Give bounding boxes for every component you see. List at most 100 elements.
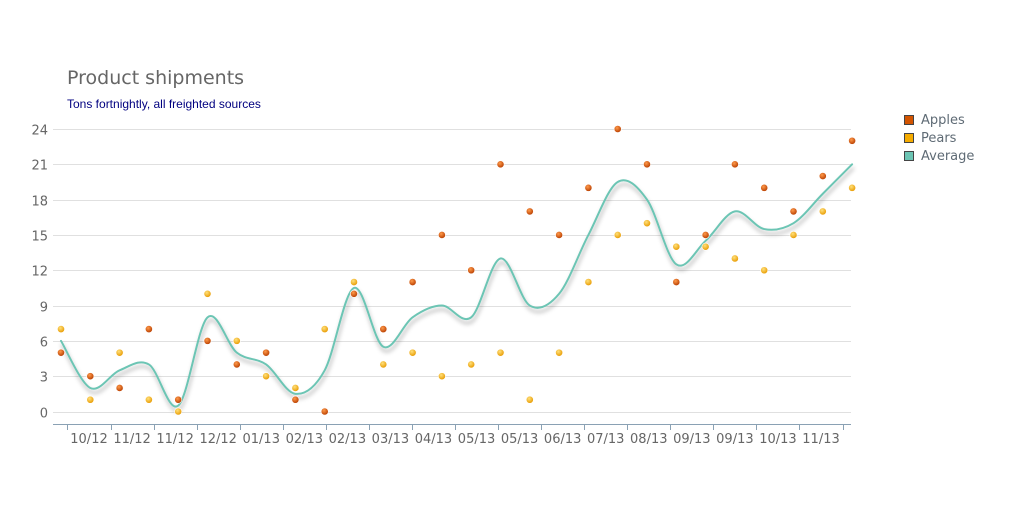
x-tick-label: 11/12 xyxy=(113,432,150,447)
apples-point[interactable] xyxy=(731,160,739,169)
x-tick-label: 09/13 xyxy=(716,432,753,447)
pears-point[interactable] xyxy=(525,395,534,404)
x-tick-label: 11/12 xyxy=(156,432,193,447)
pears-point[interactable] xyxy=(672,242,681,251)
apples-point[interactable] xyxy=(379,325,388,334)
apples-point[interactable] xyxy=(350,289,358,298)
pears-point[interactable] xyxy=(555,348,563,357)
apples-point[interactable] xyxy=(818,172,827,180)
x-tick-label: 12/12 xyxy=(199,432,236,447)
x-axis-ticks: 10/12 11/12 11/12 12/12 01/13 02/13 02/13 03/13… xyxy=(67,424,844,447)
legend-swatch-apples xyxy=(904,115,914,125)
pears-point[interactable] xyxy=(350,278,358,286)
legend-swatch-pears xyxy=(904,133,914,143)
y-tick-label: 6 xyxy=(40,336,48,351)
x-tick-label: 09/13 xyxy=(673,432,710,447)
x-tick-label: 04/13 xyxy=(415,432,452,447)
pears-point[interactable] xyxy=(203,289,212,298)
apples-point[interactable] xyxy=(613,125,622,133)
grid-lines xyxy=(53,129,851,413)
chart-title: Product shipments xyxy=(67,67,245,89)
apples-point[interactable] xyxy=(496,160,505,169)
apples-point[interactable] xyxy=(115,384,124,392)
legend-item-average[interactable]: Average xyxy=(904,147,974,165)
legend: Apples Pears Average xyxy=(904,111,974,165)
legend-item-pears[interactable]: Pears xyxy=(904,129,974,147)
apples-point[interactable] xyxy=(467,266,476,275)
chart-subtitle: Tons fortnightly, all freighted sources xyxy=(67,97,261,111)
x-tick-label: 05/13 xyxy=(501,432,538,447)
apples-point[interactable] xyxy=(232,360,241,369)
legend-label-pears: Pears xyxy=(921,130,957,146)
pears-point[interactable] xyxy=(643,219,651,228)
x-tick-label: 10/13 xyxy=(759,432,796,447)
legend-label-apples: Apples xyxy=(921,112,965,128)
average-series xyxy=(60,163,854,408)
pears-point[interactable] xyxy=(232,336,241,345)
apples-point[interactable] xyxy=(174,395,183,404)
pears-point[interactable] xyxy=(789,231,798,239)
apples-point[interactable] xyxy=(525,207,534,216)
pears-point[interactable] xyxy=(496,348,505,357)
legend-item-apples[interactable]: Apples xyxy=(904,111,974,129)
x-tick-label: 08/13 xyxy=(630,432,667,447)
apples-point[interactable] xyxy=(408,278,417,286)
y-axis-ticks: 0 3 6 9 12 15 18 21 24 xyxy=(31,124,48,422)
y-tick-label: 21 xyxy=(31,159,48,174)
apples-point[interactable] xyxy=(262,348,270,357)
pears-point[interactable] xyxy=(115,348,124,357)
apples-point[interactable] xyxy=(86,372,95,381)
pears-point[interactable] xyxy=(144,395,153,404)
pears-point[interactable] xyxy=(262,372,270,381)
pears-point[interactable] xyxy=(174,407,183,416)
x-tick-label: 07/13 xyxy=(587,432,624,447)
apples-point[interactable] xyxy=(672,278,681,286)
x-tick-label: 03/13 xyxy=(372,432,409,447)
apples-point[interactable] xyxy=(701,231,710,239)
apples-point[interactable] xyxy=(789,207,798,216)
point-series xyxy=(57,125,856,416)
apples-point[interactable] xyxy=(291,395,300,404)
pears-point[interactable] xyxy=(86,395,95,404)
legend-swatch-average xyxy=(904,151,914,161)
y-tick-label: 9 xyxy=(40,301,48,316)
apples-point[interactable] xyxy=(760,183,769,192)
x-tick-label: 05/13 xyxy=(458,432,495,447)
y-tick-label: 15 xyxy=(31,230,48,245)
y-tick-label: 12 xyxy=(31,265,48,280)
apples-point[interactable] xyxy=(437,231,446,239)
average-line xyxy=(60,163,854,408)
y-tick-label: 3 xyxy=(40,371,48,386)
pears-point[interactable] xyxy=(57,325,65,334)
pears-point[interactable] xyxy=(731,254,739,263)
pears-point[interactable] xyxy=(467,360,476,369)
y-tick-label: 24 xyxy=(31,124,48,139)
apples-point[interactable] xyxy=(555,231,563,239)
pears-point[interactable] xyxy=(760,266,769,275)
pears-point[interactable] xyxy=(437,372,446,381)
pears-point[interactable] xyxy=(818,207,827,216)
pears-point[interactable] xyxy=(291,384,300,392)
x-tick-label: 10/12 xyxy=(70,432,107,447)
apples-point[interactable] xyxy=(203,336,212,345)
pears-point[interactable] xyxy=(701,242,710,251)
pears-point[interactable] xyxy=(379,360,388,369)
apples-point[interactable] xyxy=(643,160,651,169)
apples-point[interactable] xyxy=(144,325,153,334)
pears-point[interactable] xyxy=(408,348,417,357)
pears-point[interactable] xyxy=(584,278,593,286)
y-tick-label: 0 xyxy=(40,407,48,422)
x-tick-label: 11/13 xyxy=(802,432,839,447)
pears-point[interactable] xyxy=(320,325,329,334)
pears-point[interactable] xyxy=(848,183,856,192)
x-tick-label: 06/13 xyxy=(544,432,581,447)
apples-point[interactable] xyxy=(584,183,593,192)
x-tick-label: 01/13 xyxy=(243,432,280,447)
apples-point[interactable] xyxy=(57,348,65,357)
apples-point[interactable] xyxy=(320,407,329,416)
pears-point[interactable] xyxy=(613,231,622,239)
y-tick-label: 18 xyxy=(31,195,48,210)
apples-point[interactable] xyxy=(848,136,856,145)
